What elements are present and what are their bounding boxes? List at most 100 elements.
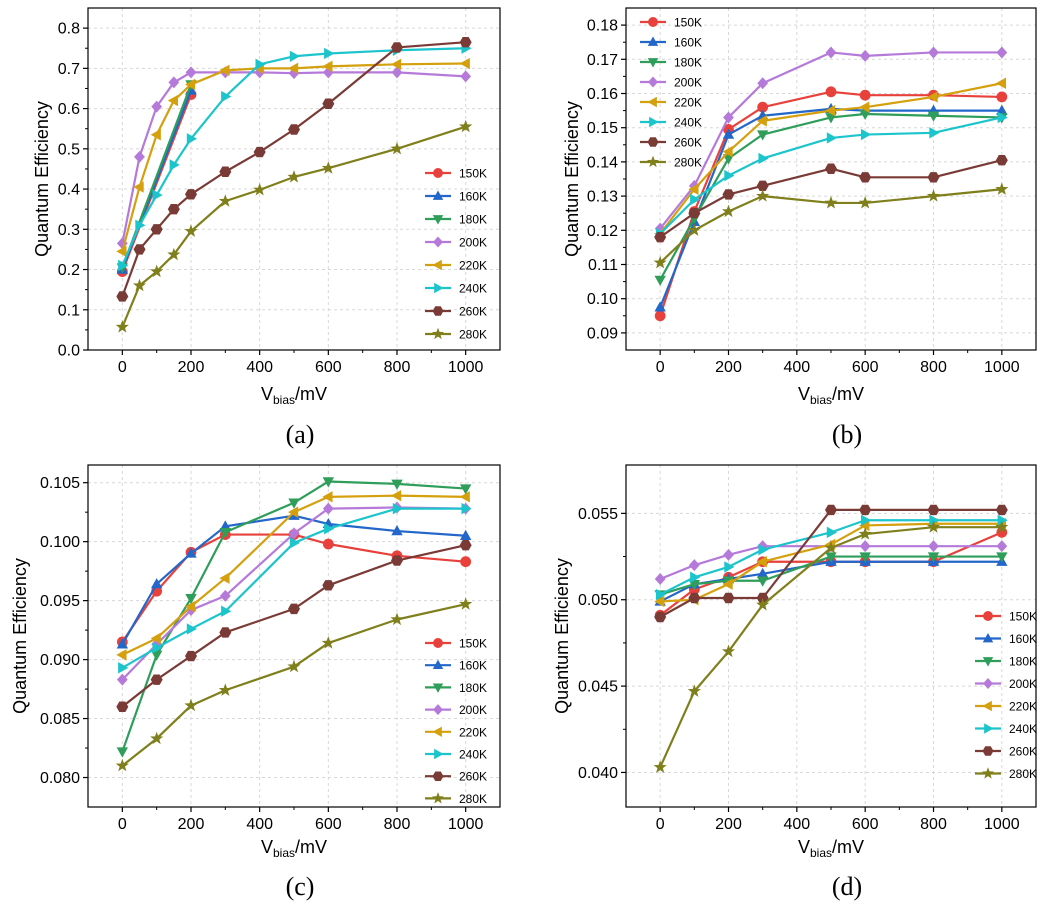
data-point xyxy=(322,502,334,515)
x-axis: 0 200 400 600 800 1000 xyxy=(656,807,1020,833)
legend-label: 280K xyxy=(674,156,702,170)
legend-label: 200K xyxy=(1009,677,1037,691)
y-tick-label: 0.11 xyxy=(588,257,618,274)
x-tick-label: 600 xyxy=(852,359,879,376)
x-tick-label: 1000 xyxy=(448,359,484,376)
series-line xyxy=(659,82,1003,235)
legend-label: 240K xyxy=(1009,722,1037,736)
x-axis-title: Vbias/mV xyxy=(261,837,327,860)
legend-marker xyxy=(432,726,442,738)
data-point xyxy=(860,514,872,526)
x-tick-label: 1000 xyxy=(984,816,1020,833)
x-axis: 0 200 400 600 800 1000 xyxy=(118,350,484,376)
data-point xyxy=(653,760,667,773)
legend: 150K 160K 180K 200K 220K 240K 260K 280K xyxy=(975,610,1037,781)
data-point xyxy=(929,127,940,139)
data-point xyxy=(391,479,403,490)
data-point xyxy=(688,592,701,604)
legend-marker xyxy=(432,659,444,670)
legend: 150K 160K 180K 200K 220K 240K 260K 280K xyxy=(425,167,487,342)
data-point xyxy=(460,70,472,83)
data-point xyxy=(152,642,163,654)
y-tick-label: 0.14 xyxy=(587,154,618,171)
x-axis-title-main: V xyxy=(261,384,273,404)
data-point xyxy=(724,561,735,573)
series-group xyxy=(115,477,473,772)
y-axis-title: Quantum Efficiency xyxy=(10,558,30,714)
data-point xyxy=(756,556,767,568)
legend-marker xyxy=(649,116,659,128)
legend-marker xyxy=(432,683,444,693)
data-point xyxy=(219,64,230,77)
data-point xyxy=(288,124,300,135)
data-point xyxy=(324,522,335,535)
data-point xyxy=(184,698,198,712)
series-group xyxy=(653,46,1009,322)
data-point xyxy=(392,502,403,515)
data-point xyxy=(116,701,129,712)
series-line xyxy=(121,603,466,767)
data-point xyxy=(219,166,232,177)
data-point xyxy=(722,578,733,590)
legend-marker xyxy=(647,137,659,147)
legend-label: 220K xyxy=(459,259,487,273)
data-point xyxy=(115,320,129,333)
data-point xyxy=(721,204,736,218)
panel-label: (c) xyxy=(286,872,315,901)
data-point xyxy=(654,611,667,623)
x-tick-label: 200 xyxy=(178,359,205,376)
x-axis-title-unit: /mV xyxy=(832,837,864,857)
y-tick-label: 0.12 xyxy=(587,223,618,240)
series-line xyxy=(121,494,466,656)
data-point xyxy=(756,130,769,141)
series-group xyxy=(115,37,473,333)
data-point xyxy=(219,572,230,584)
series-line xyxy=(659,90,1002,317)
data-point xyxy=(690,571,701,583)
x-axis-title: Vbias/mV xyxy=(261,384,327,407)
legend-marker xyxy=(647,96,657,108)
data-point xyxy=(322,491,333,503)
legend-marker xyxy=(433,704,443,716)
data-point xyxy=(185,547,197,558)
data-point xyxy=(722,189,735,200)
data-point xyxy=(459,529,472,540)
data-point xyxy=(926,520,941,533)
data-point xyxy=(825,552,837,563)
data-point xyxy=(687,223,701,236)
data-point xyxy=(722,154,735,165)
data-point xyxy=(287,659,301,673)
y-tick-label: 0.100 xyxy=(40,534,80,551)
data-point xyxy=(756,115,767,127)
legend-marker xyxy=(431,327,445,340)
x-tick-label: 600 xyxy=(315,359,342,376)
data-point xyxy=(826,526,837,539)
legend-label: 180K xyxy=(674,56,702,70)
data-point xyxy=(825,504,837,516)
data-point xyxy=(288,506,299,518)
series-line xyxy=(659,159,1003,239)
y-axis: 0.040 0.045 0.050 0.055 xyxy=(578,506,626,782)
data-point xyxy=(859,89,871,101)
data-point xyxy=(688,579,701,591)
legend-marker xyxy=(433,168,443,178)
x-tick-label: 1000 xyxy=(984,359,1020,376)
series-260K xyxy=(654,154,1008,243)
y-tick-label: 0.15 xyxy=(587,120,618,137)
y-axis: 0.080 0.085 0.090 0.095 0.100 0.105 xyxy=(40,475,88,787)
data-point xyxy=(185,66,197,79)
chart-panel-3: 0 200 400 600 800 1000 0.080 0.085 0.090 0.095 0.1… xyxy=(10,464,501,901)
data-point xyxy=(927,172,940,183)
legend-marker xyxy=(432,306,444,316)
data-point xyxy=(859,552,871,563)
data-point xyxy=(996,540,1008,553)
legend-marker xyxy=(982,633,994,643)
chart-panel-2: 0 200 400 600 800 1000 0.09 0.10 0.11 0.12 0.13 0.1… xyxy=(562,7,1037,449)
legend-marker xyxy=(647,58,659,68)
chart-panel-1: 0 200 400 600 800 10000.00.10.20.30.40.50.60.… xyxy=(32,7,501,449)
data-point xyxy=(859,540,871,553)
series-260K xyxy=(116,540,472,712)
data-point xyxy=(756,567,769,579)
legend-marker xyxy=(434,748,444,760)
